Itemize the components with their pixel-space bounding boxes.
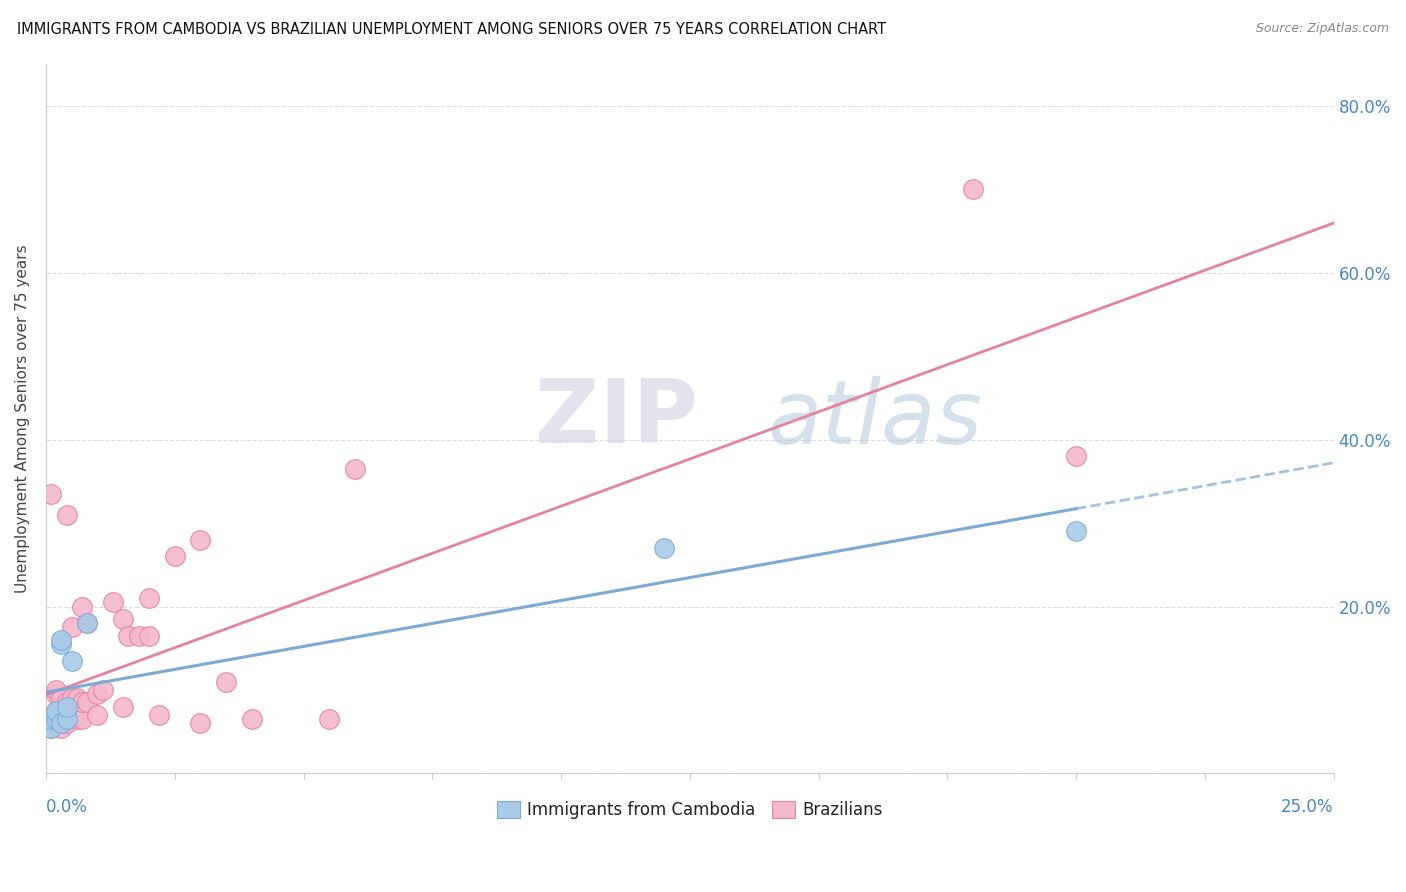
Point (60, 704, 83, 718)
Point (60, 620, 83, 634)
Point (51, 716, 73, 731)
Point (70, 712, 93, 726)
Text: IMMIGRANTS FROM CAMBODIA VS BRAZILIAN UNEMPLOYMENT AMONG SENIORS OVER 75 YEARS C: IMMIGRANTS FROM CAMBODIA VS BRAZILIAN UN… (17, 22, 886, 37)
Point (163, 549, 186, 564)
Point (39, 487, 62, 501)
Point (60, 691, 83, 706)
Point (66, 691, 89, 706)
Point (66, 708, 89, 723)
Point (76, 696, 98, 710)
Point (76, 616, 98, 631)
Point (66, 712, 89, 726)
Point (51, 699, 73, 714)
Point (190, 716, 212, 731)
Point (45, 712, 67, 726)
Point (343, 462, 366, 476)
Point (60, 654, 83, 668)
Point (70, 696, 93, 710)
Point (215, 674, 238, 689)
Point (101, 595, 124, 609)
Point (117, 629, 139, 643)
Point (39, 712, 62, 726)
Point (86, 687, 108, 701)
Point (55, 712, 77, 726)
Point (652, 541, 675, 555)
Point (112, 699, 135, 714)
Y-axis label: Unemployment Among Seniors over 75 years: Unemployment Among Seniors over 75 years (15, 244, 30, 593)
Point (128, 629, 150, 643)
Point (86, 708, 108, 723)
Legend: Immigrants from Cambodia, Brazilians: Immigrants from Cambodia, Brazilians (491, 794, 889, 825)
Point (45, 704, 67, 718)
Point (962, 182, 984, 196)
Point (240, 712, 263, 726)
Point (45, 708, 67, 723)
Point (51, 704, 73, 718)
Text: 0.0%: 0.0% (46, 798, 87, 816)
Point (148, 708, 170, 723)
Point (51, 691, 73, 706)
Point (39, 721, 62, 735)
Point (45, 683, 67, 698)
Point (39, 716, 62, 731)
Text: atlas: atlas (768, 376, 981, 462)
Point (76, 616, 98, 631)
Point (45, 687, 67, 701)
Point (51, 712, 73, 726)
Point (45, 716, 67, 731)
Point (1064, 524, 1087, 539)
Point (190, 533, 212, 547)
Point (55, 696, 77, 710)
Point (138, 629, 160, 643)
Point (51, 632, 73, 647)
Point (318, 712, 340, 726)
Point (39, 721, 62, 735)
Point (51, 716, 73, 731)
Point (138, 591, 160, 606)
Point (39, 712, 62, 726)
Point (91, 683, 114, 698)
Point (55, 699, 77, 714)
Text: 25.0%: 25.0% (1281, 798, 1334, 816)
Point (55, 716, 77, 731)
Point (1064, 450, 1087, 464)
Point (112, 612, 135, 626)
Point (51, 637, 73, 651)
Point (51, 721, 73, 735)
Point (45, 712, 67, 726)
Text: ZIP: ZIP (536, 376, 697, 462)
Point (55, 508, 77, 522)
Text: Source: ZipAtlas.com: Source: ZipAtlas.com (1256, 22, 1389, 36)
Point (70, 599, 93, 614)
Point (45, 704, 67, 718)
